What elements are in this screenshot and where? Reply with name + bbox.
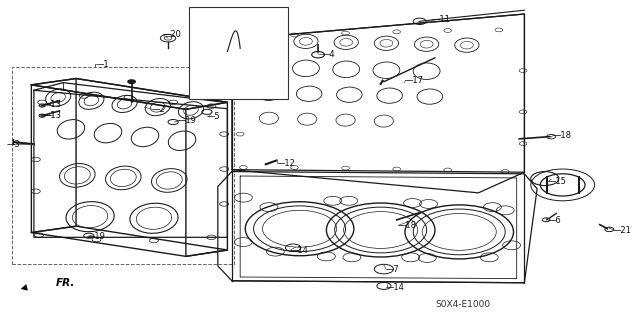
Text: —3: —3 <box>7 140 21 149</box>
Bar <box>189 7 288 99</box>
Text: —6: —6 <box>547 216 561 225</box>
Text: —14: —14 <box>289 246 308 255</box>
Text: —18: —18 <box>553 130 572 139</box>
Bar <box>12 67 234 264</box>
Text: —8: —8 <box>244 15 259 24</box>
Text: —4: —4 <box>322 50 335 59</box>
Text: —11: —11 <box>432 15 451 24</box>
Text: —7: —7 <box>386 264 399 274</box>
Text: —12: —12 <box>276 159 296 168</box>
Text: —17: —17 <box>404 76 423 85</box>
Circle shape <box>128 80 136 84</box>
Text: —2: —2 <box>152 105 166 114</box>
Text: —18: —18 <box>398 221 417 230</box>
Text: —21: —21 <box>612 226 631 234</box>
Text: —9: —9 <box>197 48 211 58</box>
Circle shape <box>39 104 45 107</box>
Text: —19: —19 <box>177 116 196 125</box>
Text: FR.: FR. <box>56 278 76 288</box>
Circle shape <box>39 114 45 117</box>
Text: —1: —1 <box>95 60 109 69</box>
Text: —20: —20 <box>163 31 181 40</box>
Text: —15: —15 <box>547 177 566 186</box>
Text: —14: —14 <box>386 283 404 292</box>
Text: —5: —5 <box>207 112 221 121</box>
Text: S0X4-E1000: S0X4-E1000 <box>435 300 490 308</box>
Text: —10: —10 <box>188 85 207 94</box>
Text: —16: —16 <box>193 70 212 79</box>
Text: —13: —13 <box>42 111 61 120</box>
Text: —13: —13 <box>42 100 61 109</box>
Text: —19: —19 <box>87 232 106 241</box>
